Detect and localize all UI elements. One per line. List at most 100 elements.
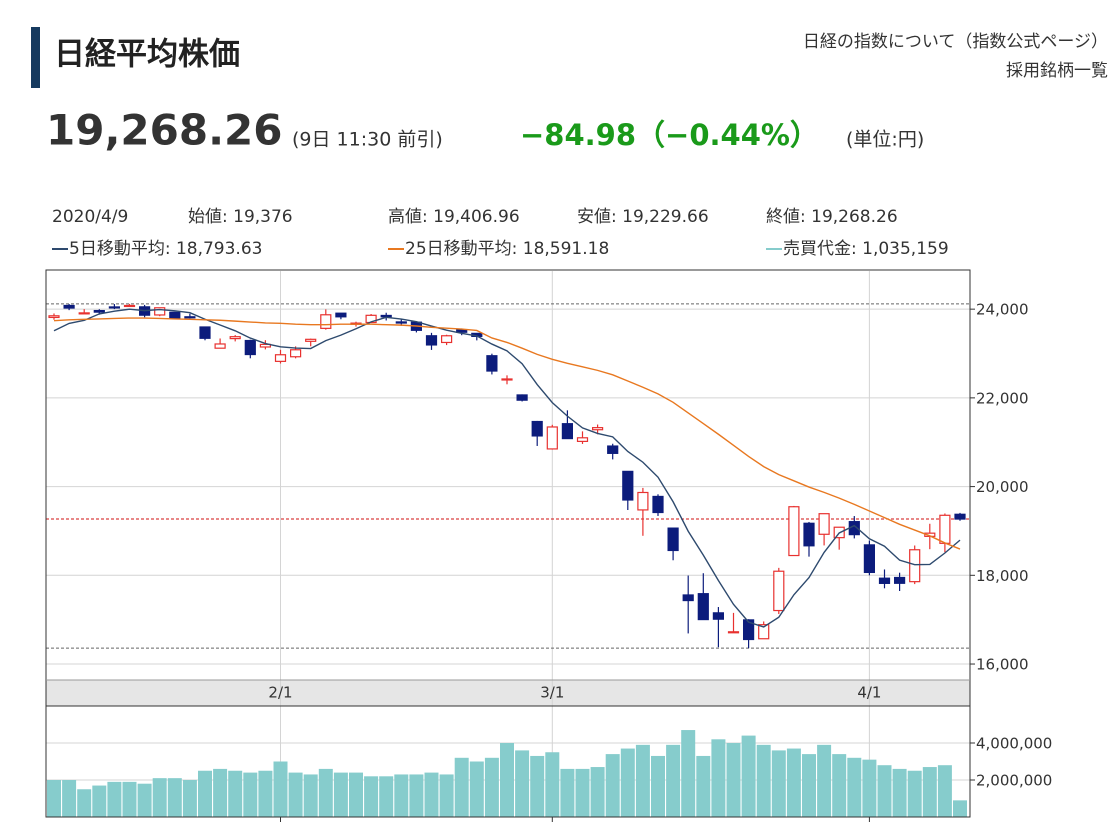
volume-bar: [817, 744, 832, 817]
volume-bar: [62, 780, 77, 817]
candle-body: [773, 570, 785, 612]
candle-body: [909, 549, 921, 583]
price-change: −84.98（−0.44%）: [520, 118, 819, 152]
unit: (単位:円): [846, 129, 924, 151]
candle-body: [259, 343, 271, 348]
volume-bar: [198, 770, 212, 817]
candle-body: [425, 335, 438, 346]
candle-body: [48, 315, 60, 319]
volume-bar: [364, 776, 379, 817]
candle-body: [395, 321, 407, 324]
candle-body: [274, 354, 287, 362]
volume-bar: [892, 768, 907, 817]
volume-bar: [696, 755, 711, 817]
candle-body: [607, 445, 619, 454]
candle-body: [456, 329, 468, 333]
candle-body: [954, 513, 966, 520]
date: 2020/4/9: [52, 207, 128, 227]
volume-bar: [832, 754, 847, 817]
candle-body: [229, 336, 241, 340]
candle-body: [199, 326, 211, 339]
volume-bar: [635, 744, 650, 817]
volume-bar: [530, 755, 545, 817]
candle-body: [184, 316, 196, 319]
y-tick-label: 4,000,000: [976, 735, 1052, 753]
candle-body: [788, 506, 800, 557]
volume-bar: [182, 780, 197, 817]
volume-bar: [288, 772, 303, 817]
volume-bar: [47, 780, 61, 817]
volume-bar: [258, 770, 273, 817]
candle-body: [290, 349, 302, 358]
candle-body: [682, 594, 694, 602]
y-tick-label: 22,000: [976, 389, 1029, 407]
volume-bar: [907, 770, 922, 817]
candle-body: [637, 491, 649, 511]
candle-body: [531, 420, 543, 437]
volume-bar: [122, 781, 137, 817]
legend-label: 25日移動平均: 18,591.18: [405, 239, 609, 259]
volume-bar: [228, 770, 243, 817]
link[interactable]: 採用銘柄一覧: [1006, 61, 1108, 81]
volume-bar: [741, 735, 756, 817]
volume-bar: [333, 772, 348, 817]
volume-bar: [862, 759, 877, 817]
candle-body: [305, 338, 317, 342]
volume-bar: [666, 744, 681, 817]
candle-body: [939, 514, 951, 544]
volume-bar: [92, 785, 107, 817]
y-tick-label: 2,000,000: [976, 772, 1052, 790]
candle-body: [486, 355, 498, 372]
volume-bar: [439, 774, 454, 817]
candle-body: [244, 339, 256, 356]
legend-label: 5日移動平均: 18,793.63: [69, 239, 262, 259]
volume-bar: [500, 743, 514, 817]
volume-bar: [605, 754, 620, 817]
candle-body: [63, 304, 75, 309]
moving-average: [53, 308, 961, 628]
volume-bar: [484, 757, 499, 817]
volume-bar: [711, 739, 726, 817]
candle-body: [622, 470, 634, 501]
volume-bar: [409, 774, 424, 817]
candle-body: [561, 423, 574, 440]
candle-body: [320, 314, 332, 329]
volume-bar: [922, 767, 937, 817]
candle-body: [712, 612, 725, 620]
candle-body: [169, 311, 181, 319]
y-tick-label: 24,000: [976, 301, 1029, 319]
volume-bar: [681, 730, 696, 817]
candle-body: [667, 527, 679, 552]
price: 19,268.26: [46, 106, 282, 155]
volume-bar: [590, 767, 605, 817]
moving-average: [53, 317, 961, 550]
candle-body: [546, 426, 558, 450]
title-accent: [31, 27, 40, 88]
candle-body: [108, 306, 121, 309]
volume-bar: [953, 800, 967, 817]
volume-bar: [152, 778, 167, 817]
volume-bar: [515, 750, 530, 817]
volume-bar: [937, 765, 952, 817]
volume-bar: [560, 768, 575, 817]
candle-body: [154, 307, 166, 316]
volume-bar: [167, 778, 182, 817]
volume-bar: [318, 768, 333, 817]
volume-bar: [137, 783, 152, 817]
x-tick-label: 3/1: [540, 684, 564, 702]
x-tick-label: 4/1: [857, 684, 881, 702]
candle-body: [818, 513, 830, 535]
link[interactable]: 日経の指数について（指数公式ページ）: [803, 32, 1108, 52]
volume-bar: [756, 744, 771, 817]
volume-bar: [545, 752, 560, 817]
volume-bar: [213, 768, 228, 817]
candle-body: [576, 437, 589, 442]
candle-body: [803, 522, 815, 547]
volume-bar: [77, 789, 92, 817]
y-tick-label: 20,000: [976, 478, 1029, 496]
ohlc-label: 安値: 19,229.66: [577, 207, 709, 227]
candle-body: [441, 335, 453, 344]
candle-body: [697, 593, 709, 621]
volume-bar: [877, 765, 892, 817]
candle-body: [501, 378, 513, 381]
